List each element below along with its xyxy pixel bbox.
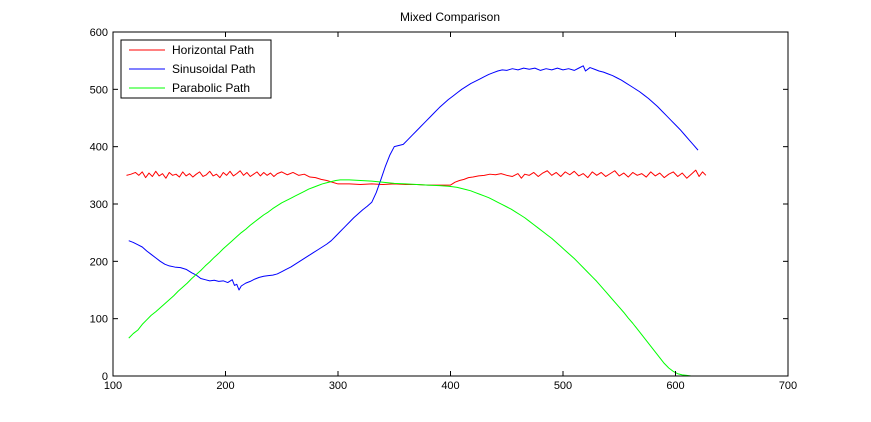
y-tick-label: 300: [90, 199, 108, 211]
x-tick-label: 100: [104, 380, 122, 392]
x-tick-label: 600: [666, 380, 684, 392]
series-line-1: [126, 169, 707, 186]
y-axis: 0 100 200 300 400 500 600: [90, 27, 788, 383]
x-tick-label: 300: [329, 380, 347, 392]
legend-label-2: Sinusoidal Path: [172, 62, 255, 76]
legend-label-1: Horizontal Path: [172, 43, 254, 57]
x-tick-label: 400: [441, 380, 459, 392]
legend-label-3: Parabolic Path: [172, 81, 250, 95]
series-line-2: [128, 65, 699, 291]
legend: Horizontal Path Sinusoidal Path Parabolic …: [120, 39, 272, 99]
x-axis: 100 200 300 400 500 600 700: [104, 32, 797, 392]
y-tick-label: 0: [102, 371, 108, 383]
x-tick-label: 500: [554, 380, 572, 392]
x-tick-label: 700: [779, 380, 797, 392]
y-tick-label: 200: [90, 256, 108, 268]
y-tick-label: 100: [90, 314, 108, 326]
series-layer: [126, 65, 707, 377]
series-line-3: [128, 179, 692, 377]
y-tick-label: 400: [90, 142, 108, 154]
chart-title: Mixed Comparison: [400, 10, 500, 24]
x-tick-label: 200: [216, 380, 234, 392]
y-tick-label: 500: [90, 84, 108, 96]
y-tick-label: 600: [90, 27, 108, 39]
